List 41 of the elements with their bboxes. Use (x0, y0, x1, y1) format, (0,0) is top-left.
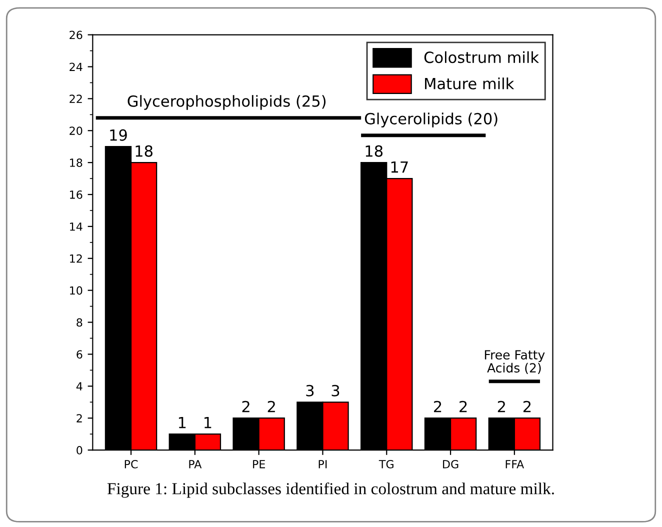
y-tick-label: 24 (70, 62, 82, 71)
x-tick-label: FFA (506, 460, 524, 468)
x-tick-label: PE (253, 460, 265, 468)
data-label: 2 (523, 400, 531, 412)
data-label: 2 (242, 400, 250, 412)
y-tick-label: 14 (70, 222, 82, 231)
y-tick-label: 10 (70, 286, 82, 295)
y-tick-label: 8 (76, 318, 82, 327)
data-label: 2 (268, 400, 275, 412)
y-tick-label: 18 (70, 158, 82, 167)
data-label: 19 (110, 129, 127, 141)
data-label: 2 (434, 400, 442, 412)
y-tick-label: 26 (70, 30, 82, 40)
y-tick-label: 12 (70, 254, 82, 263)
data-label: 3 (306, 384, 314, 396)
data-label: 18 (136, 145, 152, 157)
x-tick-label: TG (378, 460, 394, 468)
data-label: 18 (366, 145, 383, 157)
x-tick-label: DG (443, 460, 458, 468)
y-tick-label: 22 (70, 94, 82, 103)
data-label: 2 (498, 400, 505, 412)
annotation: Glycerolipids (20) (364, 112, 498, 128)
caption: Figure 1: Lipid subclasses identified in colostrum and mature milk. (107, 482, 554, 498)
annotation: Free Fatty Acids (2) (484, 350, 545, 374)
x-tick-label: PI (318, 460, 327, 468)
y-tick-label: 2 (76, 414, 82, 422)
data-label: 2 (460, 400, 467, 412)
y-tick-label: 0 (76, 446, 82, 454)
data-label: 17 (391, 161, 408, 173)
x-tick-label: PC (124, 460, 138, 468)
data-label: 1 (178, 416, 186, 428)
y-tick-label: 6 (76, 350, 82, 359)
annotation: Glycerophospholipids (25) (128, 95, 326, 110)
y-tick-label: 20 (70, 126, 82, 135)
legend-label: Mature milk (425, 78, 514, 90)
y-tick-label: 4 (76, 382, 82, 390)
legend-label: Colostrum milk (424, 51, 539, 64)
data-label: 1 (204, 416, 212, 428)
y-tick-label: 16 (70, 190, 82, 199)
data-label: 3 (332, 384, 340, 396)
x-tick-label: PA (189, 460, 202, 468)
